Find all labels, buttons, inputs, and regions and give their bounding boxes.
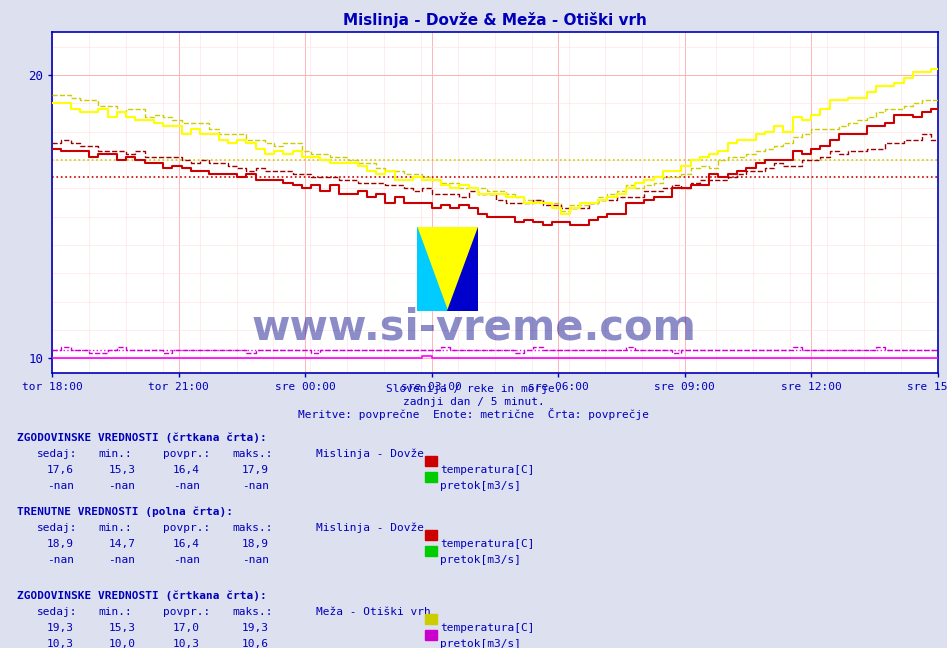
Text: 18,9: 18,9 bbox=[242, 538, 269, 549]
Text: 17,0: 17,0 bbox=[172, 623, 200, 633]
Text: povpr.:: povpr.: bbox=[163, 448, 210, 459]
Text: Slovenija / reke in morje.: Slovenija / reke in morje. bbox=[385, 384, 562, 394]
Text: min.:: min.: bbox=[98, 523, 133, 533]
Text: -nan: -nan bbox=[242, 481, 269, 491]
Text: 16,4: 16,4 bbox=[172, 465, 200, 474]
Text: 10,3: 10,3 bbox=[172, 639, 200, 648]
Bar bbox=[425, 529, 438, 540]
Text: temperatura[C]: temperatura[C] bbox=[440, 465, 535, 474]
Text: -nan: -nan bbox=[172, 481, 200, 491]
Bar bbox=[425, 472, 438, 481]
Text: temperatura[C]: temperatura[C] bbox=[440, 623, 535, 633]
Text: Mislinja - Dovže: Mislinja - Dovže bbox=[316, 448, 424, 459]
Text: -nan: -nan bbox=[109, 481, 135, 491]
Text: 10,3: 10,3 bbox=[47, 639, 74, 648]
Text: sedaj:: sedaj: bbox=[37, 607, 78, 617]
Text: 17,9: 17,9 bbox=[242, 465, 269, 474]
Bar bbox=[448, 227, 478, 311]
Text: zadnji dan / 5 minut.: zadnji dan / 5 minut. bbox=[402, 397, 545, 407]
Text: 16,4: 16,4 bbox=[172, 538, 200, 549]
Title: Mislinja - Dovže & Meža - Otiški vrh: Mislinja - Dovže & Meža - Otiški vrh bbox=[343, 12, 647, 29]
Text: Meža - Otiški vrh: Meža - Otiški vrh bbox=[316, 607, 431, 617]
Polygon shape bbox=[448, 227, 478, 311]
Polygon shape bbox=[417, 227, 448, 311]
Text: Meritve: povprečne  Enote: metrične  Črta: povprečje: Meritve: povprečne Enote: metrične Črta:… bbox=[298, 408, 649, 420]
Text: sedaj:: sedaj: bbox=[37, 448, 78, 459]
Text: 15,3: 15,3 bbox=[109, 623, 135, 633]
Text: 10,0: 10,0 bbox=[109, 639, 135, 648]
Text: 19,3: 19,3 bbox=[47, 623, 74, 633]
Text: 15,3: 15,3 bbox=[109, 465, 135, 474]
Text: ZGODOVINSKE VREDNOSTI (črtkana črta):: ZGODOVINSKE VREDNOSTI (črtkana črta): bbox=[17, 432, 267, 443]
Text: maks.:: maks.: bbox=[232, 448, 273, 459]
Text: min.:: min.: bbox=[98, 448, 133, 459]
Text: -nan: -nan bbox=[109, 555, 135, 565]
Bar bbox=[425, 456, 438, 465]
Text: -nan: -nan bbox=[172, 555, 200, 565]
Text: maks.:: maks.: bbox=[232, 523, 273, 533]
Text: -nan: -nan bbox=[242, 555, 269, 565]
Text: -nan: -nan bbox=[47, 481, 74, 491]
Bar bbox=[425, 630, 438, 640]
Text: 17,6: 17,6 bbox=[47, 465, 74, 474]
Bar bbox=[425, 546, 438, 556]
Text: sedaj:: sedaj: bbox=[37, 523, 78, 533]
Text: www.si-vreme.com: www.si-vreme.com bbox=[251, 307, 696, 348]
Text: min.:: min.: bbox=[98, 607, 133, 617]
Text: ZGODOVINSKE VREDNOSTI (črtkana črta):: ZGODOVINSKE VREDNOSTI (črtkana črta): bbox=[17, 591, 267, 601]
Text: -nan: -nan bbox=[47, 555, 74, 565]
Bar bbox=[417, 227, 448, 311]
Text: pretok[m3/s]: pretok[m3/s] bbox=[440, 555, 521, 565]
Text: temperatura[C]: temperatura[C] bbox=[440, 538, 535, 549]
Text: pretok[m3/s]: pretok[m3/s] bbox=[440, 481, 521, 491]
Text: povpr.:: povpr.: bbox=[163, 607, 210, 617]
Text: povpr.:: povpr.: bbox=[163, 523, 210, 533]
Text: 19,3: 19,3 bbox=[242, 623, 269, 633]
Text: 18,9: 18,9 bbox=[47, 538, 74, 549]
Text: 10,6: 10,6 bbox=[242, 639, 269, 648]
Text: maks.:: maks.: bbox=[232, 607, 273, 617]
Text: TRENUTNE VREDNOSTI (polna črta):: TRENUTNE VREDNOSTI (polna črta): bbox=[17, 507, 233, 517]
Bar bbox=[425, 614, 438, 624]
Text: Mislinja - Dovže: Mislinja - Dovže bbox=[316, 523, 424, 533]
Text: pretok[m3/s]: pretok[m3/s] bbox=[440, 639, 521, 648]
Text: 14,7: 14,7 bbox=[109, 538, 135, 549]
